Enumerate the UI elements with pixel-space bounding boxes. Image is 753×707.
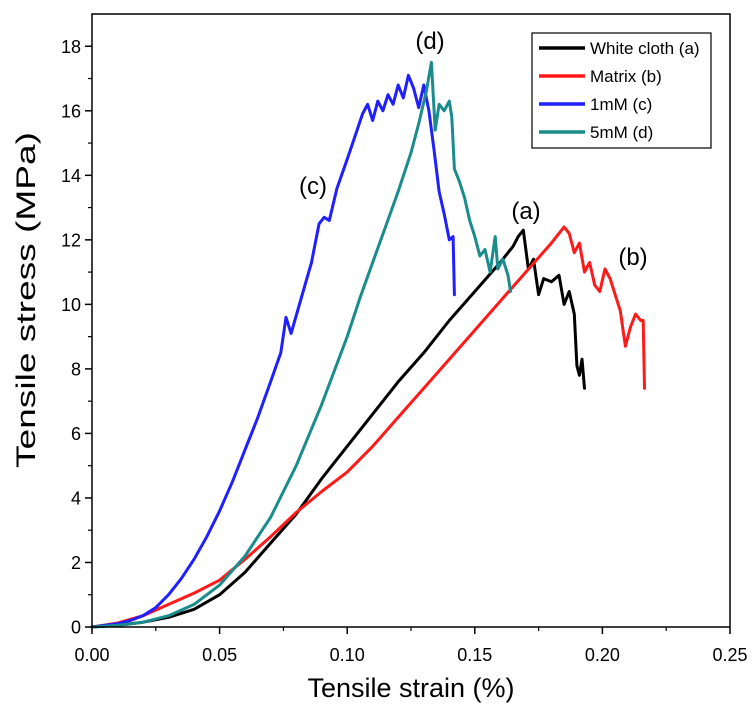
legend-item-1mm-c: 1mM (c)	[539, 95, 652, 114]
y-tick-label: 2	[71, 553, 81, 573]
y-axis-label: Tensile stress (MPa)	[11, 132, 41, 468]
curve-annotations: (d) (c) (a) (b)	[299, 28, 648, 271]
x-tick-label: 0.10	[330, 645, 365, 665]
y-tick-label: 4	[71, 488, 81, 508]
y-tick-label: 16	[61, 101, 81, 121]
y-tick-label: 10	[61, 295, 81, 315]
series-line-1mm-c	[90, 73, 456, 629]
y-tick-label: 6	[71, 424, 81, 444]
x-tick-label: 0.20	[585, 645, 620, 665]
y-tick-label: 12	[61, 230, 81, 250]
legend: White cloth (a) Matrix (b) 1mM (c) 5mM (d)	[531, 32, 712, 149]
series-layer	[90, 60, 646, 629]
curve-annotation-label: (c)	[299, 173, 327, 200]
series-line-matrix-b	[90, 225, 646, 629]
x-tick-label: 0.05	[202, 645, 237, 665]
curve-annotation-label: (a)	[511, 198, 540, 225]
legend-frame	[531, 32, 712, 149]
y-tick-label: 14	[61, 166, 81, 186]
x-tick-label: 0.25	[712, 645, 747, 665]
curve-annotation-label: (b)	[618, 244, 647, 271]
axis-ticks: 0.00 0.05 0.10 0.15 0.20 0.25 0 2 4 6 8 10 12 14 16 18	[61, 37, 748, 665]
x-tick-label: 0.00	[74, 645, 109, 665]
x-tick-label: 0.15	[457, 645, 492, 665]
x-axis-label: Tensile strain (%)	[307, 673, 514, 703]
legend-label: 1mM (c)	[590, 95, 652, 114]
y-tick-label: 0	[71, 618, 81, 638]
legend-item-matrix-b: Matrix (b)	[539, 67, 662, 86]
legend-label: White cloth (a)	[590, 39, 700, 58]
y-tick-label: 8	[71, 359, 81, 379]
series-line-5mm-d	[90, 60, 512, 629]
curve-annotation-label: (d)	[415, 28, 444, 55]
legend-item-5mm-d: 5mM (d)	[539, 123, 653, 142]
y-tick-label: 18	[61, 37, 81, 57]
legend-item-white-cloth-a: White cloth (a)	[539, 39, 700, 58]
legend-label: 5mM (d)	[590, 123, 653, 142]
legend-label: Matrix (b)	[590, 67, 662, 86]
